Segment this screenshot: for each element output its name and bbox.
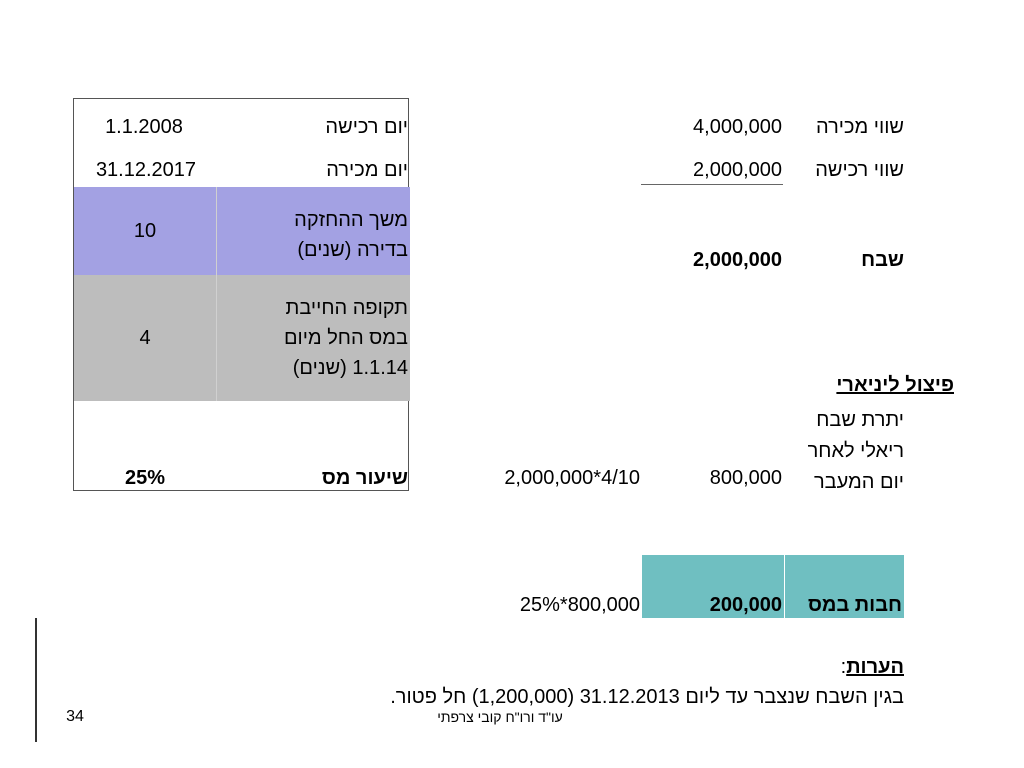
real-gain-label-line1: יתרת שבח: [816, 409, 904, 431]
notes-text: בגין השבח שנצבר עד ליום 31.12.2013 (1,20…: [390, 686, 904, 708]
gain-label: שבח: [861, 249, 904, 271]
sale-date-label: יום מכירה: [326, 159, 408, 181]
purchase-date-value: 1.1.2008: [105, 116, 183, 138]
tax-liability-value: 200,000: [709, 594, 782, 616]
tax-liability-label-cell: [785, 555, 904, 618]
purchase-value-label: שווי רכישה: [815, 159, 904, 181]
real-gain-value: 800,000: [709, 467, 782, 489]
holding-period-label-line1: משך ההחזקה: [294, 209, 408, 231]
page-number: 34: [66, 708, 84, 725]
taxable-period-row: [74, 275, 410, 401]
holding-period-label-line2: בדירה (שנים): [297, 239, 408, 261]
real-gain-label-line2: ריאלי לאחר: [807, 440, 904, 462]
taxable-period-label-line3: 1.1.14 (שנים): [292, 357, 408, 379]
sale-date-value: 31.12.2017: [95, 159, 197, 181]
notes-heading-text: הערות: [846, 656, 904, 678]
notes-heading-colon: :: [840, 656, 847, 678]
gain-value: 2,000,000: [693, 249, 782, 271]
subtotal-underline: [641, 184, 783, 185]
purchase-value: 2,000,000: [693, 159, 782, 181]
notes-heading: הערות:: [700, 656, 904, 679]
holding-period-label: משך ההחזקה בדירה (שנים): [230, 205, 408, 265]
left-data-table: [73, 98, 410, 491]
real-gain-label-line3: יום המעבר: [813, 471, 904, 493]
real-gain-formula: 2,000,000*4/10: [504, 467, 640, 489]
taxable-period-label-line2: במס החל מיום: [283, 327, 408, 349]
footer-author: עו"ד ורו"ח קובי צרפתי: [437, 709, 563, 725]
tax-rate-value: 25%: [124, 467, 166, 489]
taxable-period-value: 4: [139, 327, 151, 349]
taxable-period-label: תקופה החייבת במס החל מיום 1.1.14 (שנים): [230, 293, 408, 383]
holding-period-row: [74, 187, 410, 275]
footer-divider: [35, 618, 37, 742]
linear-split-heading: פיצול ליניארי: [836, 374, 954, 396]
real-gain-label: יתרת שבח ריאלי לאחר יום המעבר: [780, 405, 904, 498]
sale-value-label: שווי מכירה: [816, 116, 904, 138]
tax-liability-formula: 25%*800,000: [519, 594, 640, 616]
tax-rate-label: שיעור מס: [321, 467, 408, 489]
tax-liability-label: חבות במס: [807, 594, 902, 616]
sale-value: 4,000,000: [693, 116, 782, 138]
tax-liability-value-cell: [642, 555, 784, 618]
holding-period-value: 10: [133, 220, 157, 242]
purchase-date-label: יום רכישה: [325, 116, 408, 138]
column-divider: [216, 187, 217, 401]
taxable-period-label-line1: תקופה החייבת: [285, 297, 408, 319]
